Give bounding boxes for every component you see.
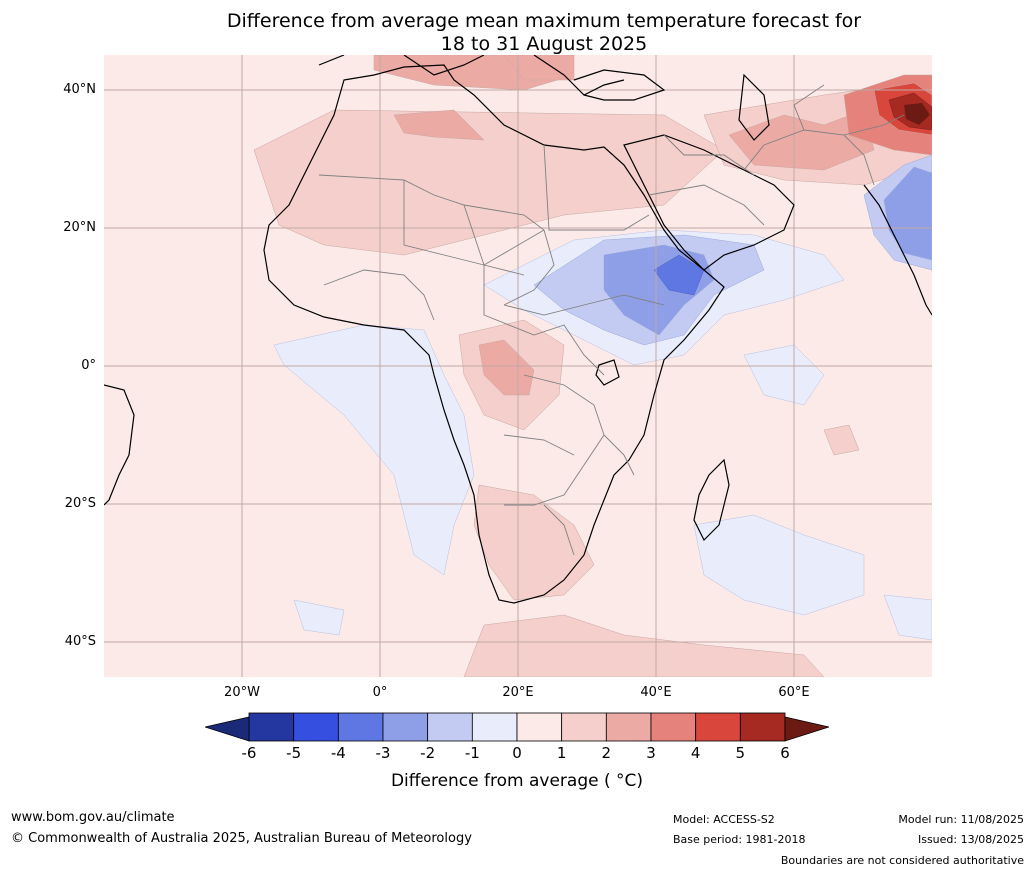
lake-victoria — [595, 359, 620, 386]
anomaly-arabian-sea-cool — [743, 344, 825, 406]
anomaly-north-africa-warm — [253, 109, 725, 256]
lat-label-0: 0° — [81, 358, 96, 373]
colorbar-under-arrow — [205, 716, 250, 742]
website-link[interactable]: www.bom.gov.au/climate — [11, 810, 175, 825]
anomaly-india-cooler — [883, 166, 932, 261]
colorbar-segment — [293, 712, 339, 742]
colorbar-segment — [650, 712, 697, 742]
colorbar-segment — [471, 712, 518, 742]
colorbar-segment — [561, 712, 607, 742]
anomaly-congo-warmer — [478, 339, 535, 396]
madagascar-coastline — [693, 458, 730, 542]
colorbar-tick-label: -4 — [330, 744, 346, 762]
anomaly-south-warm-patch — [463, 614, 825, 677]
colorbar-segment — [739, 712, 786, 742]
colorbar-tick-label: 0 — [512, 744, 522, 762]
lon-label-20e: 20°E — [502, 685, 534, 700]
model-run: Model run: 11/08/2025 — [898, 813, 1024, 826]
colorbar-tick-label: -1 — [464, 744, 480, 762]
anomaly-south-atlantic-cool — [293, 599, 345, 636]
colorbar-segment — [427, 712, 473, 742]
colorbar-segment — [337, 712, 384, 742]
colorbar-tick-label: 4 — [690, 744, 701, 762]
graticule — [104, 55, 932, 677]
colorbar-tick-label: 6 — [780, 744, 790, 762]
anomaly-regions — [253, 55, 932, 677]
colorbar-tick-label: 1 — [556, 744, 567, 762]
anomaly-madagascar-warm — [823, 424, 860, 456]
colorbar-tick-label: -6 — [241, 744, 257, 762]
colorbar-segment — [695, 712, 741, 742]
anomaly-south-indian-cool — [883, 594, 932, 641]
anomaly-atlas-warm — [393, 109, 485, 141]
lat-label-20s: 20°S — [64, 496, 96, 511]
lat-label-20n: 20°N — [63, 220, 96, 235]
caspian-coastline — [738, 73, 770, 141]
lon-label-20w: 20°W — [224, 685, 260, 700]
colorbar-segment — [605, 712, 652, 742]
boundary-disclaimer: Boundaries are not considered authoritat… — [780, 854, 1024, 867]
base-period: Base period: 1981-2018 — [673, 833, 806, 846]
colorbar-tick-label: 3 — [646, 744, 656, 762]
title-line-2: 18 to 31 August 2025 — [440, 33, 648, 55]
colorbar-tick-label: 2 — [601, 744, 612, 762]
south-america-coastline — [104, 384, 135, 506]
lon-label-0: 0° — [372, 685, 388, 700]
colorbar — [205, 712, 829, 742]
lat-label-40s: 40°S — [64, 634, 96, 649]
colorbar-tick-label: -3 — [375, 744, 391, 762]
lon-label-40e: 40°E — [640, 685, 672, 700]
issued-date: Issued: 13/08/2025 — [917, 833, 1024, 846]
colorbar-tick-label: -2 — [420, 744, 436, 762]
lat-label-40n: 40°N — [63, 82, 96, 97]
africa-coastline — [263, 64, 725, 604]
colorbar-label: Difference from average ( °C) — [390, 771, 644, 791]
colorbar-segments — [248, 712, 786, 742]
anomaly-southern-africa-warm — [473, 484, 595, 601]
model-info: Model: ACCESS-S2 — [673, 813, 775, 826]
anomaly-indian-ocean-cool — [693, 514, 865, 616]
lon-label-60e: 60°E — [778, 685, 810, 700]
colorbar-tick-label: 5 — [735, 744, 746, 762]
copyright: © Commonwealth of Australia 2025, Austra… — [11, 831, 472, 846]
anomaly-gulf-guinea-cool — [273, 324, 475, 576]
colorbar-tick-label: -5 — [286, 744, 302, 762]
anomaly-central-asia-extreme — [904, 103, 930, 125]
india-coastline — [863, 184, 932, 316]
country-borders — [318, 84, 905, 556]
colorbar-segment — [516, 712, 563, 742]
colorbar-over-arrow — [784, 716, 829, 742]
anomaly-red-sea-cool-core — [653, 254, 705, 296]
map-title: Difference from average mean maximum tem… — [104, 10, 984, 56]
colorbar-segment — [248, 712, 295, 742]
coastlines — [104, 55, 932, 604]
colorbar-segment — [382, 712, 429, 742]
title-line-1: Difference from average mean maximum tem… — [226, 10, 862, 32]
turkey-coastline — [573, 69, 666, 101]
temperature-anomaly-map — [104, 55, 932, 677]
arabia-coastline — [623, 134, 795, 271]
